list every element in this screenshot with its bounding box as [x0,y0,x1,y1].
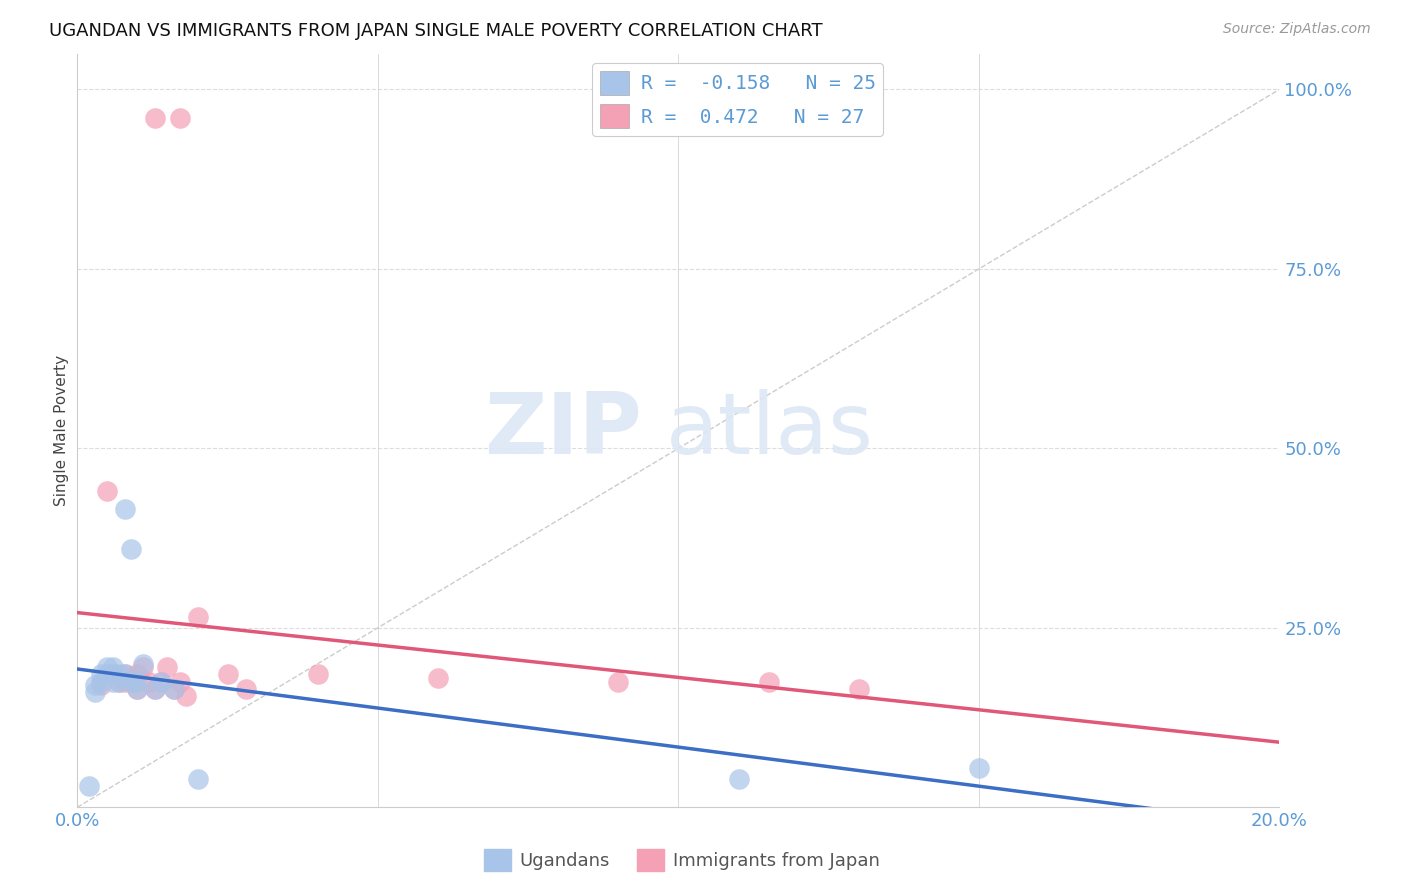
Legend: Ugandans, Immigrants from Japan: Ugandans, Immigrants from Japan [477,842,887,879]
Text: atlas: atlas [666,389,875,472]
Point [114,667,136,681]
Point [138,674,160,689]
Point [96,667,118,681]
Point [132,657,155,671]
Point [114,674,136,689]
Point [96,660,118,674]
Y-axis label: Single Male Poverty: Single Male Poverty [53,355,69,506]
Point [607,674,630,689]
Point [84,678,107,692]
Point [162,681,184,696]
Point [150,674,173,689]
Point [103,674,125,689]
Point [103,660,125,674]
Point [169,111,191,125]
Point [120,674,142,689]
Point [132,660,155,674]
Point [145,681,167,696]
Point [162,681,184,696]
Point [235,681,257,696]
Point [127,681,149,696]
Point [145,111,167,125]
Point [127,667,149,681]
Point [727,772,749,786]
Text: UGANDAN VS IMMIGRANTS FROM JAPAN SINGLE MALE POVERTY CORRELATION CHART: UGANDAN VS IMMIGRANTS FROM JAPAN SINGLE … [49,22,823,40]
Point [108,674,131,689]
Point [120,541,142,556]
Point [127,674,149,689]
Point [108,667,131,681]
Point [427,671,450,685]
Point [127,681,149,696]
Point [84,685,107,699]
Point [114,502,136,516]
Point [114,667,136,681]
Point [150,674,173,689]
Point [90,667,112,681]
Point [217,667,239,681]
Point [145,681,167,696]
Point [758,674,780,689]
Text: Source: ZipAtlas.com: Source: ZipAtlas.com [1223,22,1371,37]
Point [307,667,329,681]
Point [156,660,179,674]
Point [79,779,101,793]
Point [169,674,191,689]
Point [96,484,118,499]
Point [967,761,990,775]
Text: ZIP: ZIP [485,389,643,472]
Point [174,689,197,703]
Point [90,674,112,689]
Legend: R =  -0.158   N = 25, R =  0.472   N = 27: R = -0.158 N = 25, R = 0.472 N = 27 [592,63,883,136]
Point [90,678,112,692]
Point [103,667,125,681]
Point [120,674,142,689]
Point [103,667,125,681]
Point [187,772,209,786]
Point [108,674,131,689]
Point [848,681,870,696]
Point [187,610,209,624]
